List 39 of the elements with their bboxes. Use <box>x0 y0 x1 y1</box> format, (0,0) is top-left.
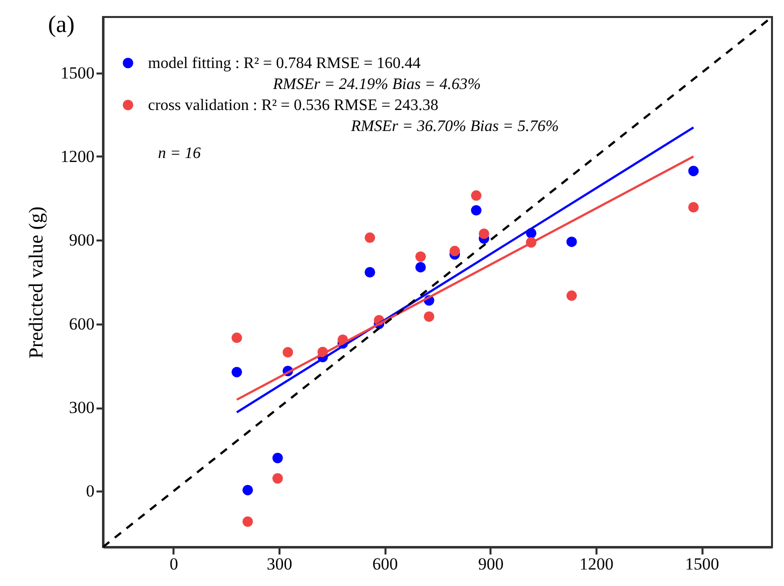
x-tick-label: 1500 <box>685 554 720 574</box>
point <box>470 190 482 201</box>
x-tick-label: 600 <box>372 554 398 574</box>
annotation: RMSEr = 36.70% Bias = 5.76% <box>350 118 559 135</box>
annotation: RMSEr = 24.19% Bias = 4.63% <box>272 76 481 93</box>
point <box>688 202 699 212</box>
point <box>364 232 376 243</box>
point <box>242 484 253 496</box>
point <box>478 228 490 239</box>
x-tick-label: 300 <box>266 554 292 574</box>
point <box>450 246 460 256</box>
y-tick-label: 900 <box>69 230 94 250</box>
y-tick-label: 300 <box>69 398 94 418</box>
point <box>272 473 283 484</box>
chart-title: (a) <box>48 12 75 38</box>
point <box>566 290 577 301</box>
y-tick-label: 600 <box>69 314 94 334</box>
x-tick-label: 0 <box>170 554 178 574</box>
point <box>415 251 426 262</box>
point <box>470 205 482 216</box>
point <box>232 332 242 344</box>
point <box>415 262 426 272</box>
point <box>282 347 294 358</box>
point <box>364 267 376 278</box>
y-tick-label: 1500 <box>60 63 94 82</box>
annotation: n = 16 <box>158 145 201 162</box>
x-tick-label: 1200 <box>579 554 614 574</box>
y-tick-label: 1200 <box>60 146 94 166</box>
point <box>424 311 434 322</box>
point <box>272 452 283 464</box>
point <box>566 236 577 248</box>
legend-label: model fitting : R² = 0.784 RMSE = 160.44 <box>148 55 421 72</box>
legend-label: cross validation : R² = 0.536 RMSE = 243.38 <box>148 97 438 114</box>
y-axis-title: Predicted value (g) <box>26 206 48 359</box>
point <box>688 166 699 176</box>
x-tick-label: 900 <box>478 554 504 574</box>
point <box>232 366 242 378</box>
y-tick-label: 0 <box>86 482 94 501</box>
point <box>242 516 253 527</box>
